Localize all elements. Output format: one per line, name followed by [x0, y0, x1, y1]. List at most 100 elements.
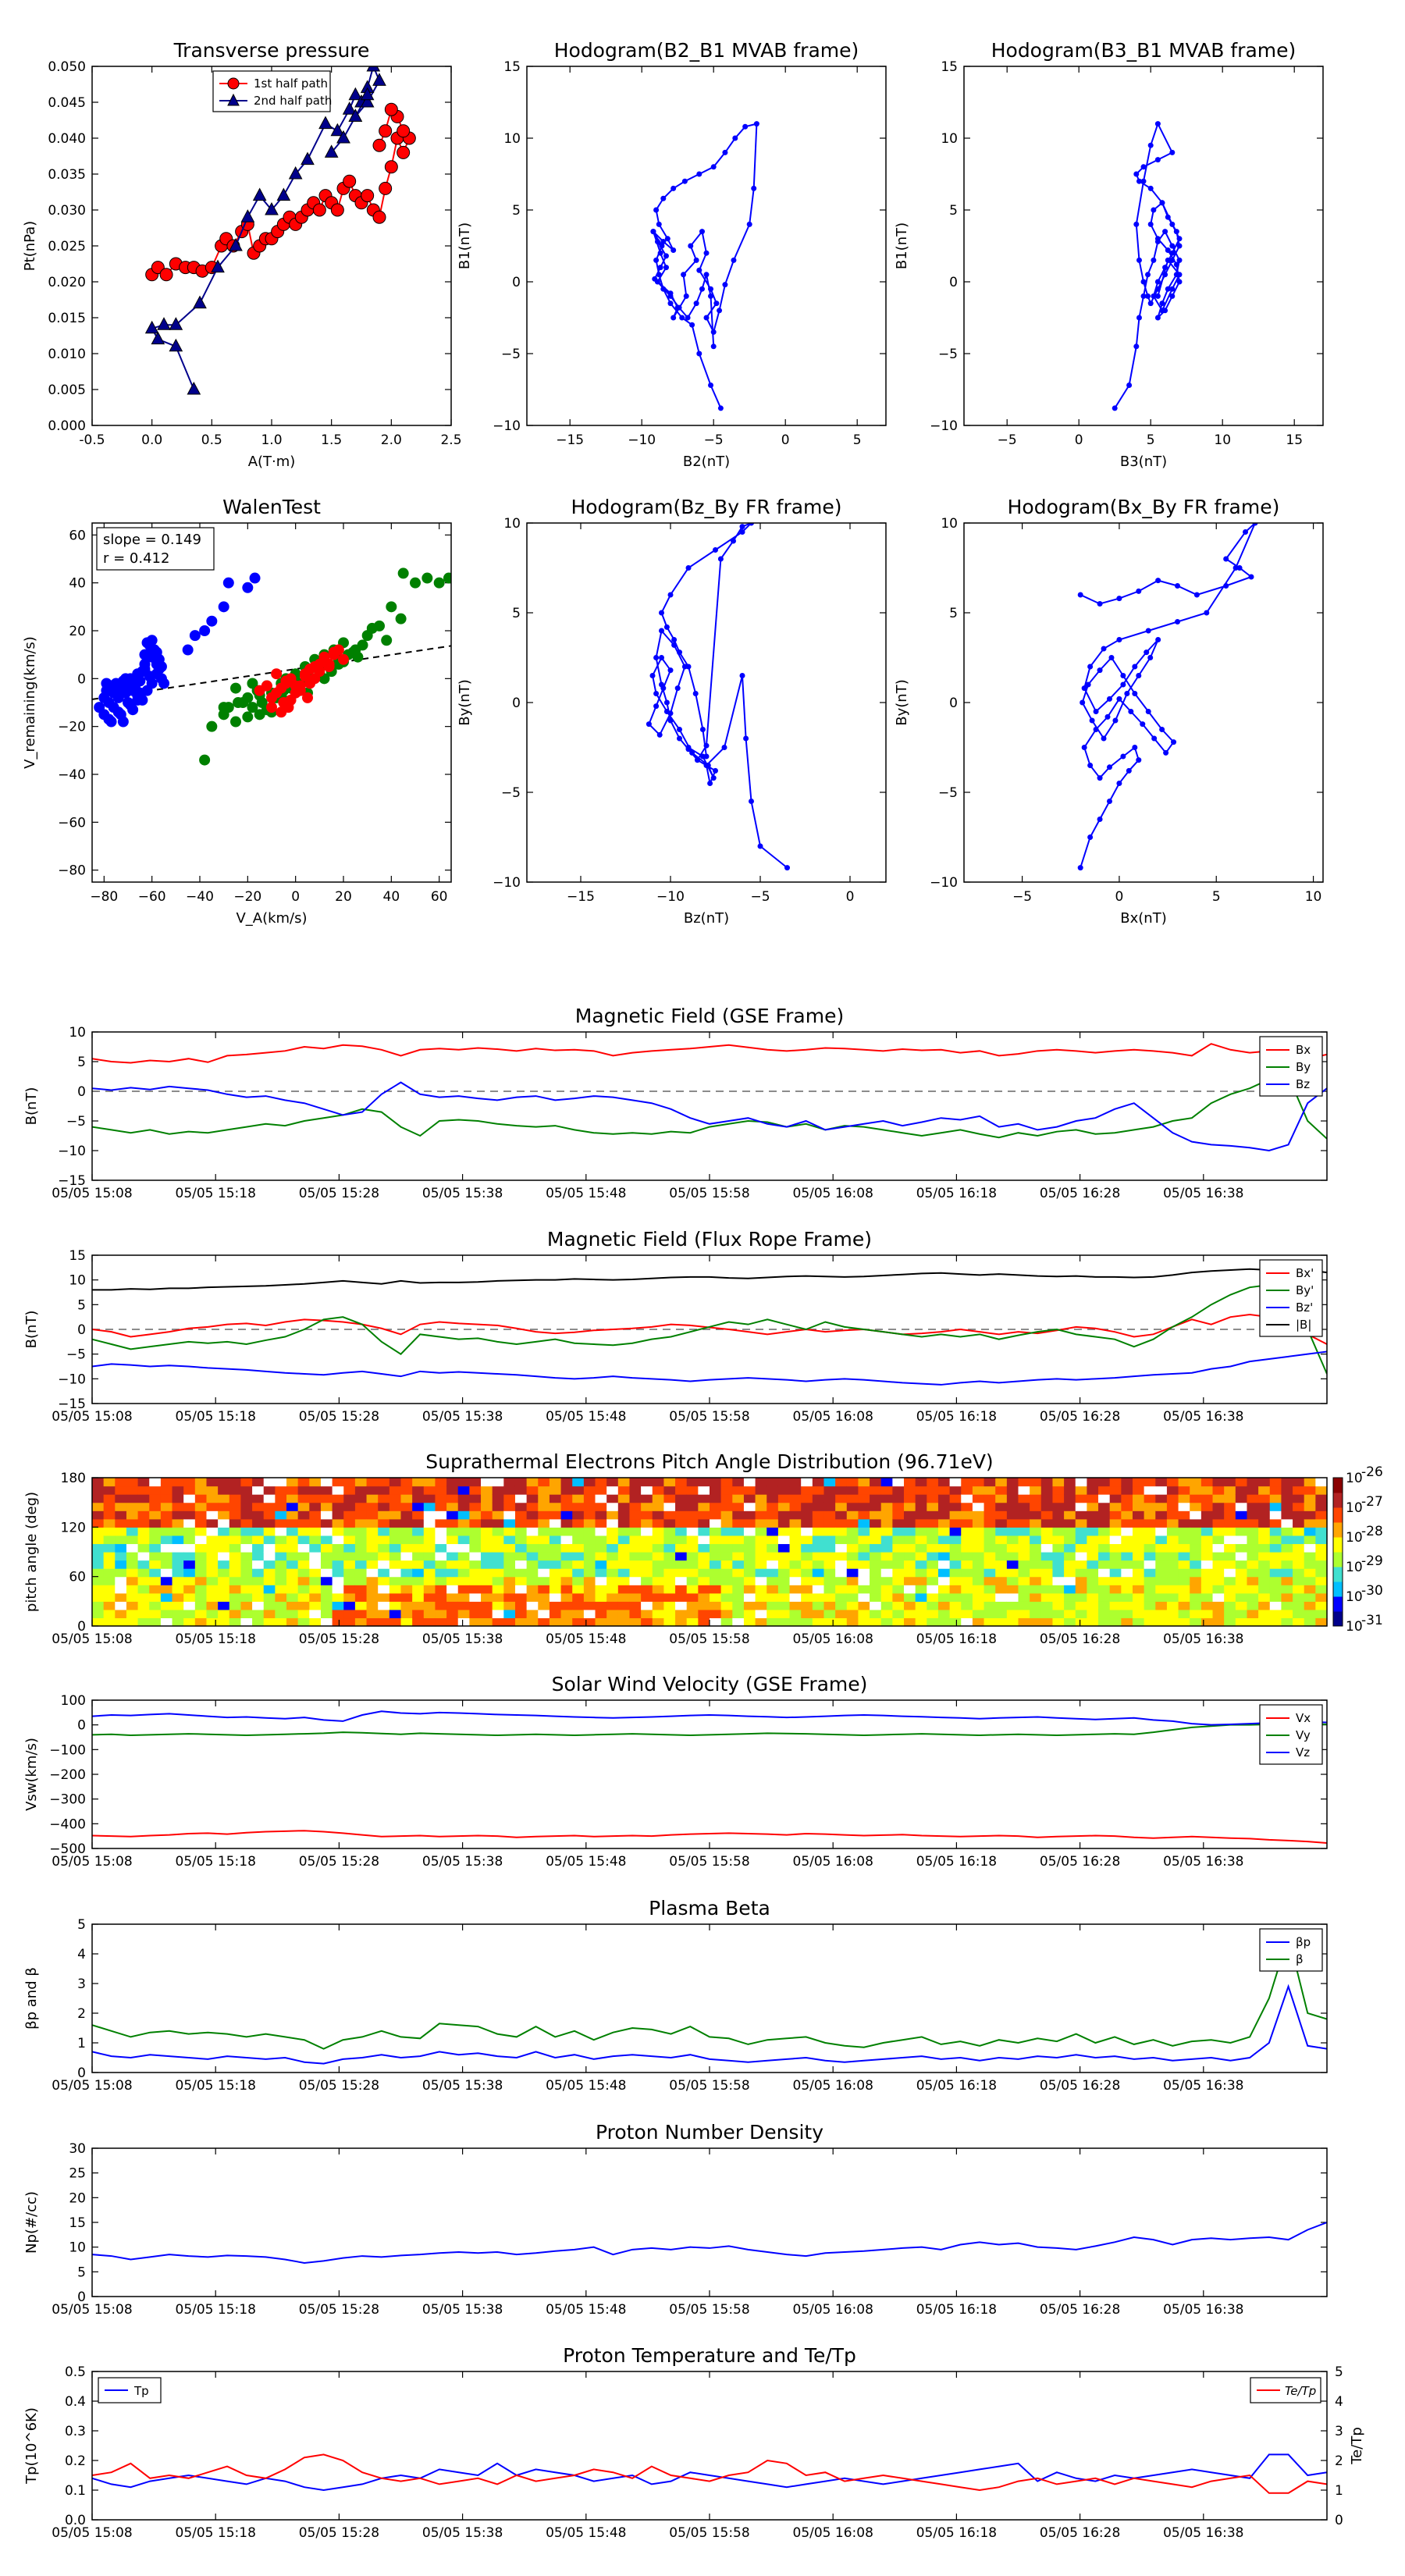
heatmap-cell — [1269, 1576, 1282, 1585]
heatmap-cell — [812, 1543, 825, 1553]
plot-frame — [91, 2147, 1328, 2297]
heatmap-cell — [972, 1585, 985, 1594]
data-point — [105, 716, 117, 728]
series-line-0 — [652, 123, 758, 409]
heatmap-cell — [538, 1518, 550, 1528]
heatmap-cell — [663, 1510, 676, 1520]
colorbar-exponent: -28 — [1361, 1524, 1383, 1539]
heatmap-cell — [823, 1478, 836, 1487]
heatmap-cell — [389, 1609, 402, 1619]
heatmap-cell — [961, 1485, 973, 1495]
heatmap-cell — [1235, 1510, 1248, 1520]
heatmap-cell — [1304, 1601, 1316, 1610]
heatmap-cell — [617, 1543, 631, 1553]
data-point — [656, 221, 662, 227]
heatmap-cell — [1304, 1518, 1316, 1528]
x-tick-label: 05/05 15:48 — [546, 2525, 626, 2541]
legend-right: Te/Tp — [1250, 2377, 1321, 2403]
heatmap-cell — [915, 1535, 927, 1545]
data-point — [1108, 655, 1115, 660]
heatmap-cell — [183, 1527, 196, 1536]
heatmap-cell — [354, 1576, 368, 1585]
heatmap-cell — [1052, 1552, 1065, 1561]
heatmap-cell — [1200, 1592, 1214, 1602]
heatmap-cell — [92, 1494, 105, 1503]
heatmap-cell — [446, 1592, 459, 1602]
heatmap-cell — [400, 1585, 413, 1594]
data-point — [751, 185, 757, 191]
heatmap-cell — [526, 1576, 539, 1585]
heatmap-cell — [572, 1535, 585, 1545]
heatmap-cell — [389, 1560, 402, 1569]
heatmap-cell — [686, 1485, 699, 1495]
heatmap-cell — [275, 1485, 287, 1495]
heatmap-cell — [641, 1552, 653, 1561]
heatmap-cell — [560, 1601, 573, 1610]
heatmap-cell — [801, 1478, 813, 1487]
heatmap-cell — [103, 1592, 116, 1602]
legend-label: By' — [1296, 1283, 1314, 1297]
data-point — [318, 651, 330, 663]
heatmap-cell — [846, 1568, 859, 1578]
x-tick-label: 05/05 15:28 — [299, 1854, 379, 1870]
heatmap-cell — [961, 1601, 973, 1610]
heatmap-cell — [446, 1502, 459, 1511]
heatmap-cell — [252, 1560, 265, 1569]
heatmap-cell — [1178, 1485, 1190, 1495]
heatmap-cell — [481, 1478, 493, 1487]
heatmap-cell — [870, 1617, 882, 1627]
heatmap-cell — [1166, 1478, 1179, 1487]
data-point — [1248, 574, 1254, 580]
heatmap-cell — [1235, 1552, 1248, 1561]
heatmap-cell — [457, 1617, 470, 1627]
heatmap-cell — [320, 1601, 333, 1610]
heatmap-cell — [137, 1527, 150, 1536]
heatmap-cell — [1212, 1568, 1225, 1578]
heatmap-cell — [1087, 1609, 1099, 1619]
heatmap-cell — [801, 1585, 813, 1594]
heatmap-cell — [172, 1576, 184, 1585]
heatmap-cell — [1098, 1543, 1111, 1553]
heatmap-cell — [354, 1560, 368, 1569]
x-tick-label: 05/05 15:18 — [176, 1854, 256, 1870]
heatmap-cell — [549, 1510, 562, 1520]
heatmap-cell — [1121, 1494, 1133, 1503]
data-point — [1101, 735, 1107, 742]
data-point — [222, 577, 234, 589]
heatmap-cell — [1155, 1592, 1168, 1602]
heatmap-cell — [755, 1485, 767, 1495]
heatmap-cell — [469, 1510, 482, 1520]
heatmap-cell — [1224, 1478, 1236, 1487]
heatmap-cell — [435, 1617, 447, 1627]
heatmap-cell — [1144, 1592, 1156, 1602]
heatmap-cell — [1178, 1552, 1190, 1561]
heatmap-cell — [435, 1485, 447, 1495]
heatmap-cell — [1258, 1478, 1271, 1487]
heatmap-cell — [904, 1518, 916, 1528]
heatmap-cell — [481, 1609, 493, 1619]
x-tick-label: 05/05 15:38 — [422, 2302, 503, 2318]
data-point — [1162, 272, 1168, 278]
heatmap-cell — [880, 1585, 893, 1594]
data-point — [683, 293, 689, 299]
heatmap-cell — [160, 1576, 173, 1585]
heatmap-cell — [160, 1592, 173, 1602]
heatmap-cell — [240, 1543, 253, 1553]
heatmap-cell — [1018, 1576, 1030, 1585]
heatmap-cell — [1247, 1478, 1259, 1487]
heatmap-cell — [229, 1560, 242, 1569]
heatmap-cell — [927, 1609, 939, 1619]
heatmap-cell — [1224, 1518, 1236, 1528]
heatmap-cell — [641, 1560, 653, 1569]
heatmap-cell — [995, 1478, 1008, 1487]
heatmap-cell — [880, 1609, 893, 1619]
heatmap-cell — [252, 1485, 265, 1495]
heatmap-cell — [1247, 1485, 1259, 1495]
heatmap-cell — [1087, 1543, 1099, 1553]
plot-frame — [963, 66, 1324, 426]
heatmap-cell — [1315, 1560, 1328, 1569]
heatmap-cell — [617, 1552, 631, 1561]
data-point — [395, 613, 407, 624]
data-point — [199, 625, 211, 636]
heatmap-cell — [149, 1617, 162, 1627]
